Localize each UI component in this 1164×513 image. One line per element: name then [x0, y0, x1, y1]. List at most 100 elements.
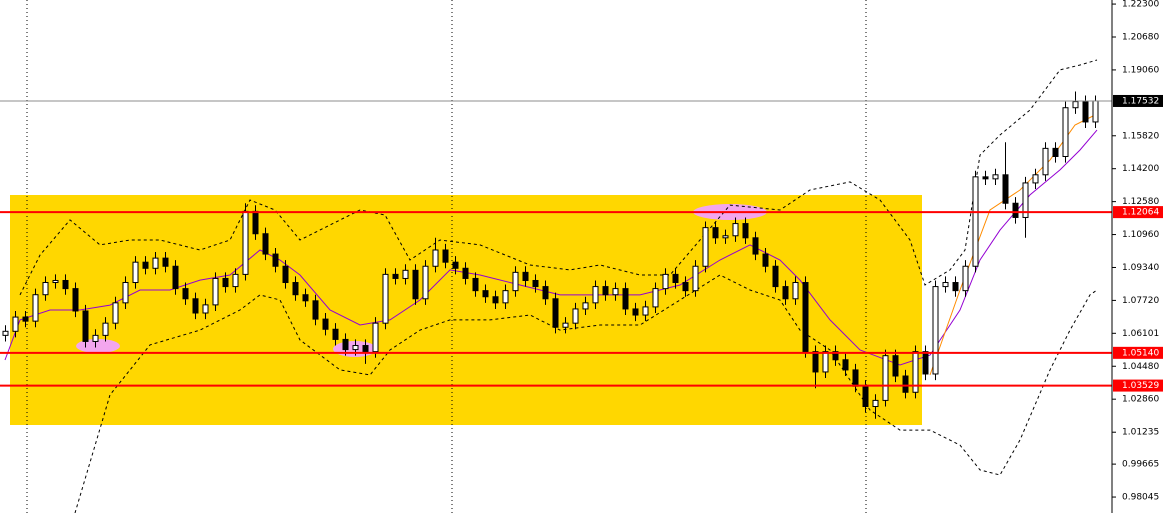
- candle-body: [892, 355, 899, 377]
- candle-body: [862, 385, 869, 407]
- candle-body: [152, 257, 159, 269]
- candle-body: [1002, 174, 1009, 204]
- candle-body: [692, 265, 699, 292]
- candle-body: [72, 288, 79, 312]
- candle-body: [392, 273, 399, 279]
- candle-body: [942, 282, 949, 288]
- candle-body: [702, 227, 709, 267]
- candle-body: [572, 308, 579, 324]
- candle-body: [252, 210, 259, 235]
- candle-body: [552, 298, 559, 328]
- level-label-box: [1113, 206, 1163, 219]
- candle-body: [372, 322, 379, 353]
- candle-body: [502, 290, 509, 304]
- candle-body: [902, 375, 909, 393]
- y-tick-label: 1.04480: [1122, 362, 1159, 372]
- candle-body: [292, 282, 299, 296]
- candle-body: [982, 176, 989, 180]
- indicator-line: [929, 114, 1096, 376]
- candle-body: [142, 261, 149, 269]
- highlight: [76, 339, 120, 353]
- candle-body: [1022, 182, 1029, 218]
- level-label-box: [1113, 346, 1163, 359]
- candle-body: [1082, 101, 1089, 123]
- candle-body: [182, 288, 189, 300]
- candle-body: [1062, 107, 1069, 158]
- candle-body: [262, 233, 269, 255]
- candle-body: [282, 265, 289, 284]
- candle-body: [492, 296, 499, 304]
- candle-body: [512, 271, 519, 292]
- candle-body: [112, 302, 119, 324]
- candle-body: [602, 286, 609, 296]
- candle-body: [12, 316, 19, 332]
- candle-body: [222, 277, 229, 288]
- candle-body: [932, 286, 939, 375]
- candle-body: [962, 265, 969, 292]
- candle-body: [872, 399, 879, 407]
- candle-body: [922, 351, 929, 375]
- candle-body: [2, 330, 9, 336]
- candle-body: [192, 298, 199, 314]
- candle-body: [542, 286, 549, 300]
- candle-body: [742, 223, 749, 239]
- y-tick-label: 1.01235: [1122, 428, 1159, 438]
- candle-body: [212, 277, 219, 306]
- candle-body: [1072, 101, 1079, 109]
- level-label: 1.05140: [1122, 348, 1159, 358]
- candle-body: [632, 308, 639, 316]
- candle-body: [102, 322, 109, 336]
- candle-body: [312, 300, 319, 320]
- y-tick-label: 1.09340: [1122, 263, 1159, 273]
- candle-body: [722, 235, 729, 239]
- candle-body: [762, 253, 769, 267]
- candle-body: [592, 286, 599, 304]
- candle-body: [232, 273, 239, 288]
- candle-body: [882, 355, 889, 401]
- candle-body: [622, 288, 629, 310]
- y-tick-label: 1.10960: [1122, 230, 1159, 240]
- level-label: 1.12064: [1122, 208, 1159, 218]
- last-price-label: 1.17532: [1122, 96, 1159, 106]
- candle-body: [362, 345, 369, 353]
- y-tick-label: 1.02860: [1122, 395, 1159, 405]
- candle-body: [1032, 174, 1039, 184]
- candle-body: [42, 282, 49, 296]
- candle-body: [1092, 100, 1099, 123]
- candle-body: [802, 282, 809, 353]
- candle-body: [472, 277, 479, 292]
- y-tick-label: 1.19060: [1122, 65, 1159, 75]
- range-zone: [10, 195, 922, 425]
- candle-body: [1012, 202, 1019, 218]
- candle-body: [422, 265, 429, 300]
- level-label-box: [1113, 379, 1163, 392]
- candle-body: [242, 210, 249, 275]
- candle-body: [1052, 147, 1059, 158]
- candle-body: [462, 267, 469, 279]
- candle-body: [912, 351, 919, 393]
- candle-body: [452, 261, 459, 269]
- candle-body: [532, 279, 539, 288]
- level-label: 1.03529: [1122, 381, 1159, 391]
- candle-body: [432, 249, 439, 267]
- y-tick-label: 0.98045: [1122, 493, 1159, 503]
- candle-body: [132, 261, 139, 284]
- candle-body: [822, 351, 829, 373]
- candle-body: [972, 176, 979, 267]
- y-tick-label: 1.15820: [1122, 131, 1159, 141]
- candle-body: [772, 265, 779, 288]
- candle-body: [812, 351, 819, 373]
- candle-body: [332, 328, 339, 340]
- candle-body: [122, 282, 129, 304]
- candle-body: [202, 304, 209, 314]
- candle-body: [442, 249, 449, 263]
- candle-body: [852, 369, 859, 387]
- candle-body: [562, 322, 569, 328]
- y-tick-label: 1.07720: [1122, 296, 1159, 306]
- candle-body: [162, 257, 169, 267]
- candle-body: [612, 288, 619, 296]
- y-tick-label: 1.20680: [1122, 32, 1159, 42]
- candle-body: [782, 286, 789, 300]
- candle-body: [682, 282, 689, 292]
